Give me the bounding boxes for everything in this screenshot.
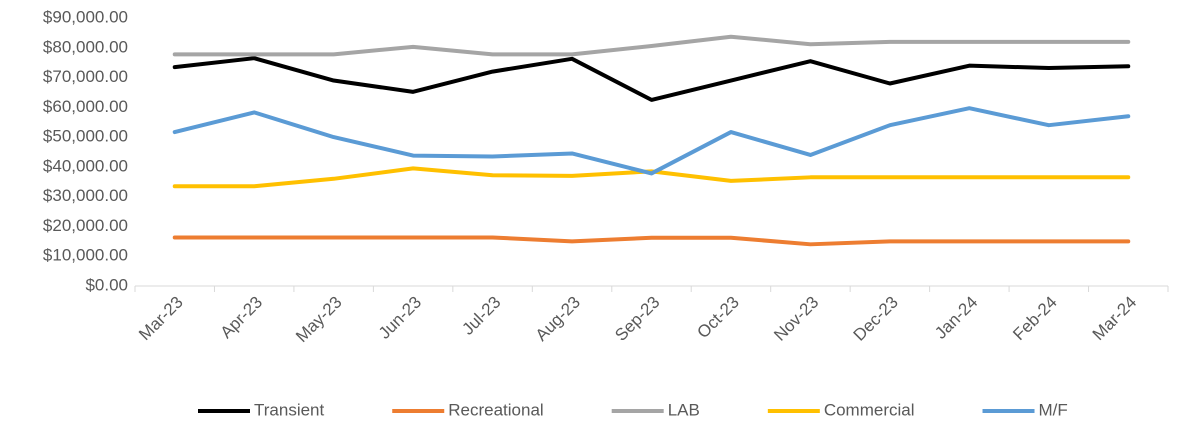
- x-tick-label: Feb-24: [1009, 293, 1061, 345]
- legend-label: M/F: [1039, 400, 1068, 419]
- y-tick-label: $40,000.00: [43, 156, 128, 175]
- series-line: [172, 34, 1131, 57]
- y-tick-label: $30,000.00: [43, 186, 128, 205]
- x-tick-label: Nov-23: [770, 293, 822, 345]
- x-tick-label: Dec-23: [850, 293, 902, 345]
- x-tick-label: Apr-23: [217, 293, 267, 343]
- x-tick-label: Aug-23: [532, 293, 584, 345]
- x-tick-label: Mar-24: [1089, 293, 1141, 345]
- y-tick-label: $0.00: [85, 275, 128, 294]
- y-tick-label: $80,000.00: [43, 37, 128, 56]
- y-tick-label: $20,000.00: [43, 216, 128, 235]
- series-line: [172, 235, 1131, 247]
- series-line: [172, 166, 1131, 189]
- legend-label: LAB: [668, 400, 700, 419]
- x-tick-label: Sep-23: [611, 293, 663, 345]
- x-tick-label: Jul-23: [458, 293, 504, 339]
- y-tick-label: $70,000.00: [43, 67, 128, 86]
- legend-label: Commercial: [824, 400, 915, 419]
- y-tick-label: $90,000.00: [43, 7, 128, 26]
- x-tick-label: May-23: [292, 293, 346, 347]
- x-tick-label: Oct-23: [693, 293, 743, 343]
- series-line: [172, 56, 1131, 102]
- y-tick-label: $50,000.00: [43, 127, 128, 146]
- x-tick-label: Jan-24: [931, 293, 981, 343]
- y-tick-label: $10,000.00: [43, 246, 128, 265]
- x-tick-label: Mar-23: [135, 293, 187, 345]
- y-tick-label: $60,000.00: [43, 97, 128, 116]
- legend-label: Recreational: [448, 400, 543, 419]
- series-line: [172, 106, 1131, 176]
- legend-label: Transient: [254, 400, 325, 419]
- x-tick-label: Jun-23: [375, 293, 425, 343]
